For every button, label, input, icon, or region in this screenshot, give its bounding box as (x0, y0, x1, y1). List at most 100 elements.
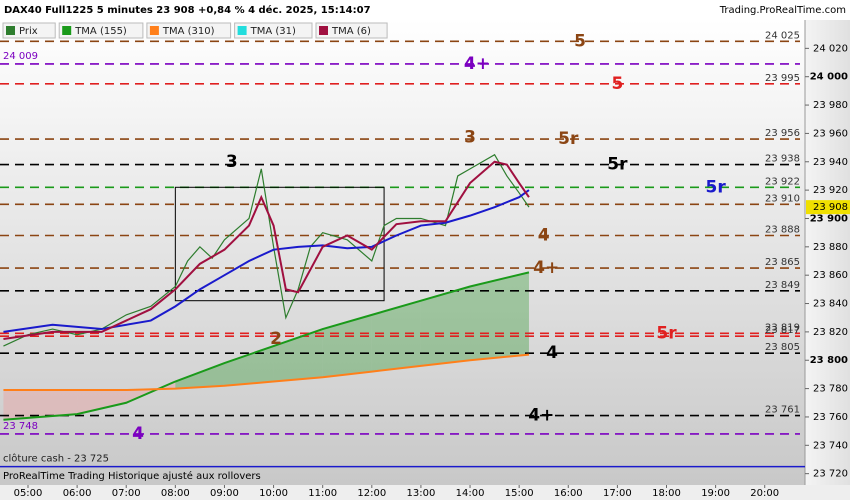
level-label: 24 009 (3, 51, 38, 62)
y-tick-label: 23 900 (810, 213, 848, 224)
level-label: 23 922 (765, 176, 800, 187)
legend-box (58, 22, 144, 39)
level-label: 23 748 (3, 421, 38, 432)
level-tag: 5r (656, 323, 677, 343)
fill-between (322, 314, 372, 378)
level-label: 23 761 (765, 405, 800, 416)
level-tag: 5 (574, 31, 586, 51)
source: Trading.ProRealTime.com (719, 5, 846, 16)
level-tag: 4 (132, 424, 144, 444)
x-tick-label: 15:00 (505, 488, 534, 499)
x-tick-label: 07:00 (112, 488, 141, 499)
x-tick-label: 20:00 (750, 488, 779, 499)
y-tick-label: 23 820 (813, 327, 848, 338)
legend-swatch (6, 26, 15, 35)
series-line (3, 189, 530, 333)
x-tick-label: 12:00 (357, 488, 386, 499)
x-tick-label: 05:00 (14, 488, 43, 499)
y-tick-label: 24 000 (810, 72, 848, 83)
legend-box (146, 22, 232, 39)
series-line (3, 271, 530, 421)
y-tick-label: 23 780 (813, 384, 848, 395)
legend-swatch (149, 26, 159, 35)
level-label: 23 888 (765, 224, 800, 235)
level-label: 23 865 (765, 257, 800, 268)
y-tick-label: 23 960 (813, 128, 848, 139)
level-label: 23 817 (765, 325, 800, 336)
y-tick-label: 23 860 (813, 270, 848, 281)
legend-label: TMA (155) (74, 26, 127, 37)
legend-swatch (237, 26, 247, 35)
plot-area (0, 20, 805, 485)
y-tick-label: 24 020 (813, 43, 848, 54)
title: DAX40 Full1225 5 minutes 23 908 +0,84 % … (4, 4, 371, 16)
x-tick-label: 08:00 (161, 488, 190, 499)
level-label: 23 910 (765, 193, 800, 204)
x-axis-area (0, 485, 850, 500)
level-label: 23 819 (765, 322, 800, 333)
footer: ProRealTime Trading Historique ajusté au… (3, 470, 261, 482)
range-box (174, 186, 385, 302)
x-tick-label: 09:00 (210, 488, 239, 499)
y-tick-label: 23 880 (813, 242, 848, 253)
annotation: 3 (464, 128, 476, 148)
level-label: 23 938 (765, 154, 800, 165)
series-line (3, 153, 530, 347)
x-tick-label: 18:00 (652, 488, 681, 499)
fill-between (420, 286, 471, 366)
annotation: 3 (226, 152, 238, 172)
level-label: 23 956 (765, 128, 800, 139)
level-label: 23 995 (765, 73, 800, 84)
series-line (3, 160, 530, 340)
level-tag: 4+ (528, 406, 554, 426)
price-tag-label: 23 908 (813, 202, 848, 213)
level-tag: 5 (611, 74, 623, 94)
x-tick-label: 11:00 (308, 488, 337, 499)
y-tick-label: 23 840 (813, 299, 848, 310)
y-tick-label: 23 980 (813, 100, 848, 111)
level-tag: 4 (546, 343, 558, 363)
y-tick-label: 23 940 (813, 157, 848, 168)
level-label: 24 025 (765, 30, 800, 41)
y-tick-label: 23 740 (813, 440, 848, 451)
level-label: 23 849 (765, 280, 800, 291)
legend-label: TMA (6) (331, 26, 371, 37)
legend-label: Prix (19, 26, 38, 37)
legend-label: TMA (310) (162, 26, 215, 37)
legend-swatch (62, 26, 72, 35)
price-tag (806, 200, 850, 215)
fill-between (470, 272, 529, 361)
cash-close-label: clôture cash - 23 725 (3, 453, 109, 465)
level-tag: 5r (558, 129, 579, 149)
x-tick-label: 19:00 (701, 488, 730, 499)
x-tick-label: 10:00 (259, 488, 288, 499)
legend-box (234, 22, 313, 39)
level-tag: 5r (607, 155, 628, 175)
legend-box (2, 22, 56, 39)
y-tick-label: 23 760 (813, 412, 848, 423)
annotation: 2 (270, 329, 282, 349)
level-tag: 4+ (464, 54, 490, 74)
fill-between (3, 390, 78, 420)
legend-swatch (319, 26, 328, 35)
level-tag: 4+ (533, 258, 559, 278)
level-label: 23 805 (765, 342, 800, 353)
level-tag: 5r (706, 177, 727, 197)
x-tick-label: 17:00 (603, 488, 632, 499)
y-tick-label: 23 720 (813, 469, 848, 480)
y-tick-label: 23 920 (813, 185, 848, 196)
x-tick-label: 14:00 (456, 488, 485, 499)
fill-between (77, 390, 127, 415)
x-tick-label: 16:00 (554, 488, 583, 499)
x-tick-label: 13:00 (407, 488, 436, 499)
fill-between (175, 363, 225, 389)
level-tag: 4 (538, 225, 550, 245)
y-tick-label: 23 800 (810, 355, 848, 366)
series-line (3, 353, 530, 392)
fill-between (224, 346, 274, 386)
legend-label: TMA (31) (250, 26, 296, 37)
legend-box (315, 22, 388, 39)
x-tick-label: 06:00 (63, 488, 92, 499)
y-axis-area (805, 20, 850, 485)
